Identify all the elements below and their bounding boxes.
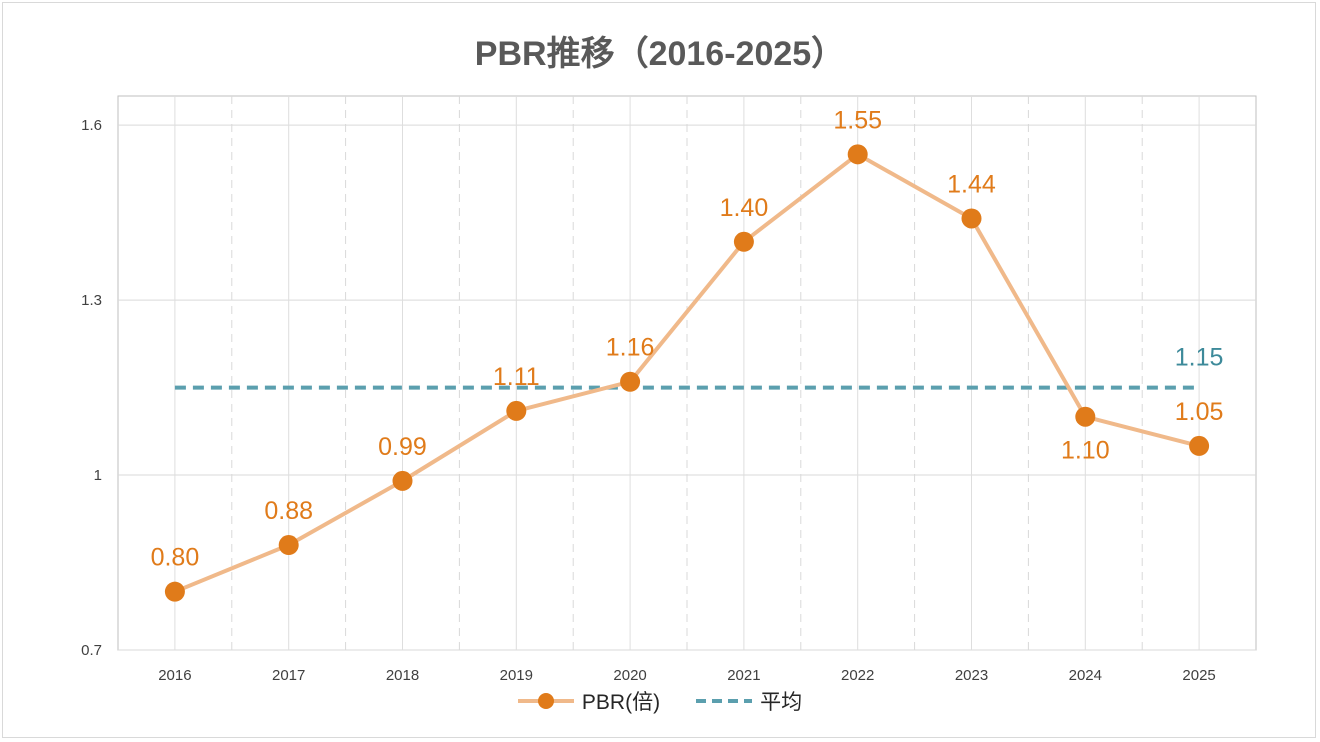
x-tick-label: 2025	[1182, 667, 1215, 684]
pbr-data-point	[620, 371, 641, 392]
legend-dashed-line-icon	[696, 699, 753, 703]
x-tick-label: 2022	[841, 667, 874, 684]
pbr-data-point	[733, 231, 754, 252]
legend-label-pbr: PBR(倍)	[581, 691, 661, 714]
y-tick-label: 1.3	[81, 292, 102, 309]
legend-label-average: 平均	[760, 691, 803, 714]
pbr-data-point	[847, 144, 868, 165]
pbr-series-line	[174, 152, 1200, 594]
pbr-data-point	[392, 470, 413, 491]
pbr-data-point	[164, 581, 185, 602]
y-tick-label: 0.7	[81, 642, 102, 659]
pbr-data-label: 1.55	[833, 106, 882, 134]
pbr-data-label: 1.10	[1061, 437, 1110, 465]
chart-title: PBR推移（2016-2025）	[474, 35, 846, 73]
pbr-data-label: 1.40	[720, 194, 769, 222]
x-tick-label: 2019	[500, 667, 533, 684]
x-tick-label: 2021	[727, 667, 760, 684]
x-tick-label: 2023	[955, 667, 988, 684]
legend-item-average[interactable]: 平均	[696, 686, 802, 716]
pbr-data-point	[1075, 406, 1096, 427]
pbr-data-label: 1.11	[493, 363, 540, 391]
pbr-data-label: 1.05	[1175, 398, 1224, 426]
legend-item-pbr[interactable]: PBR(倍)	[517, 686, 661, 716]
legend-line-marker-icon	[517, 693, 574, 709]
x-tick-label: 2024	[1069, 667, 1102, 684]
pbr-data-label: 0.88	[264, 497, 313, 525]
average-value-label: 1.15	[1175, 344, 1224, 372]
x-tick-label: 2020	[613, 667, 646, 684]
pbr-data-point	[961, 208, 982, 229]
y-tick-label: 1	[94, 467, 102, 484]
x-tick-label: 2016	[158, 667, 191, 684]
pbr-data-label: 1.16	[606, 334, 655, 362]
pbr-data-label: 1.44	[947, 170, 996, 198]
pbr-data-point	[1189, 435, 1210, 456]
pbr-data-label: 0.99	[378, 433, 427, 461]
x-tick-label: 2017	[272, 667, 305, 684]
legend: PBR(倍) 平均	[0, 686, 1320, 716]
y-tick-label: 1.6	[81, 117, 102, 134]
pbr-data-point	[506, 400, 527, 421]
x-tick-label: 2018	[386, 667, 419, 684]
pbr-data-point	[278, 535, 299, 556]
pbr-data-label: 0.80	[151, 544, 200, 572]
